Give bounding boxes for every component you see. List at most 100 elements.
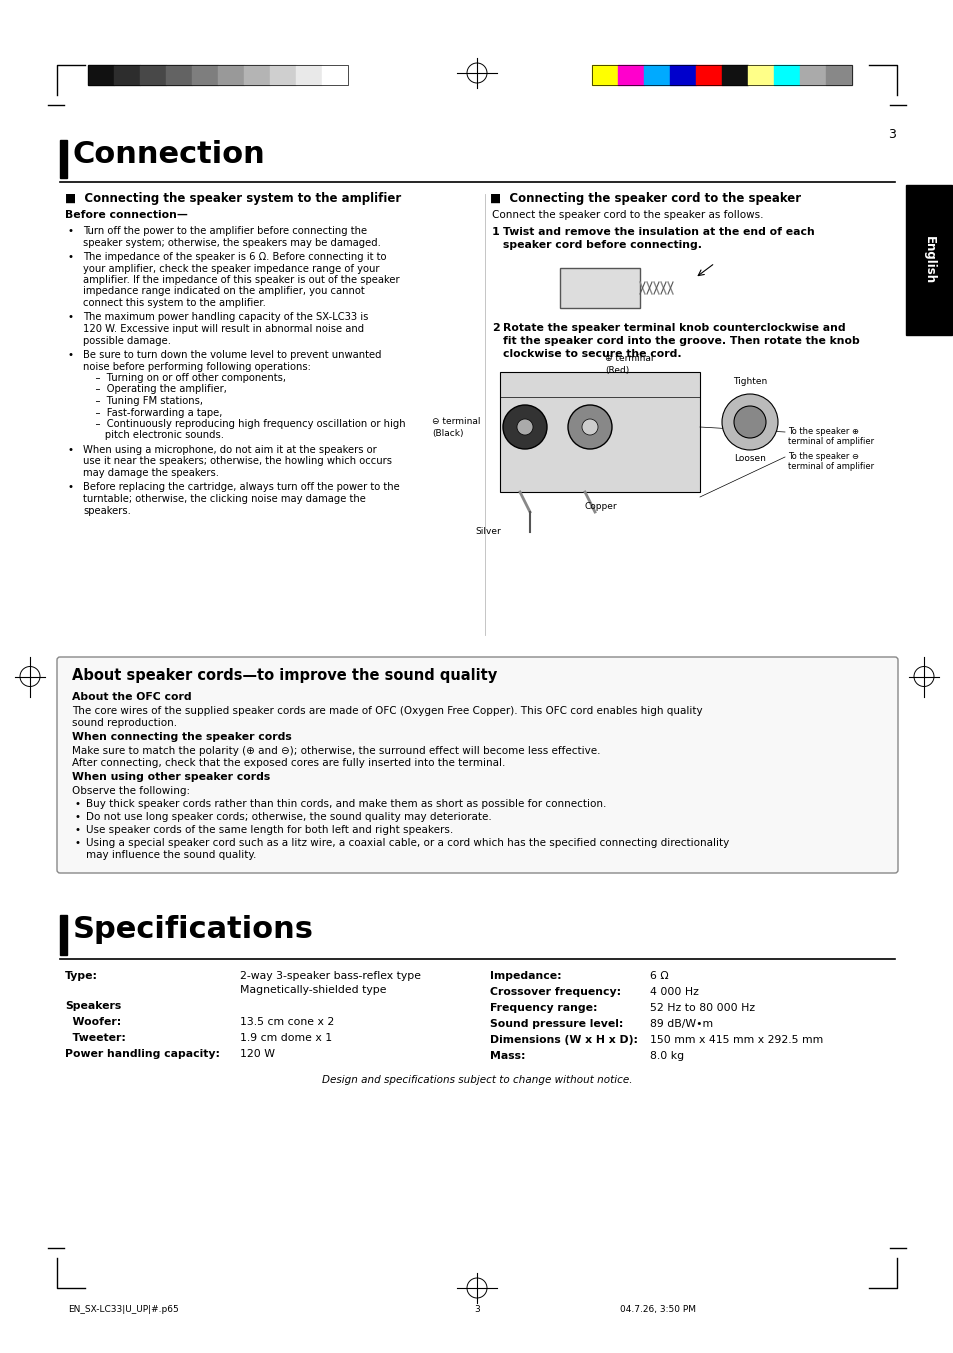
Text: The impedance of the speaker is 6 Ω. Before connecting it to: The impedance of the speaker is 6 Ω. Bef… [83, 252, 386, 262]
Text: 120 W. Excessive input will result in abnormal noise and: 120 W. Excessive input will result in ab… [83, 323, 364, 334]
Bar [218, 65, 244, 85]
Bar [270, 65, 295, 85]
Text: Tighten: Tighten [732, 377, 766, 386]
Text: 8.0 kg: 8.0 kg [649, 1051, 683, 1061]
Text: pitch electronic sounds.: pitch electronic sounds. [83, 430, 224, 441]
Text: use it near the speakers; otherwise, the howling which occurs: use it near the speakers; otherwise, the… [83, 456, 392, 467]
Text: connect this system to the amplifier.: connect this system to the amplifier. [83, 298, 266, 308]
Text: •: • [68, 313, 74, 322]
Text: (Red): (Red) [604, 367, 629, 375]
Text: Specifications: Specifications [73, 915, 314, 944]
Bar [295, 65, 322, 85]
Text: Magnetically-shielded type: Magnetically-shielded type [240, 985, 386, 996]
Bar [166, 65, 192, 85]
Text: Copper: Copper [584, 502, 617, 511]
Circle shape [517, 419, 533, 436]
Text: your amplifier, check the speaker impedance range of your: your amplifier, check the speaker impeda… [83, 264, 379, 273]
Text: Crossover frequency:: Crossover frequency: [490, 986, 620, 997]
Bar [747, 65, 773, 85]
Circle shape [721, 394, 778, 451]
Text: 2: 2 [492, 323, 499, 333]
Text: 3: 3 [474, 1306, 479, 1314]
Text: possible damage.: possible damage. [83, 336, 171, 345]
Text: Use speaker cords of the same length for both left and right speakers.: Use speaker cords of the same length for… [86, 825, 453, 835]
Text: Mass:: Mass: [490, 1051, 525, 1061]
Bar [773, 65, 800, 85]
Bar [559, 268, 639, 308]
Text: –  Turning on or off other components,: – Turning on or off other components, [83, 373, 286, 383]
Text: Tweeter:: Tweeter: [65, 1034, 126, 1043]
Text: The core wires of the supplied speaker cords are made of OFC (Oxygen Free Copper: The core wires of the supplied speaker c… [71, 706, 702, 728]
Text: •: • [75, 800, 81, 809]
Circle shape [502, 405, 546, 449]
Text: Connection: Connection [73, 139, 266, 169]
Text: –  Fast-forwarding a tape,: – Fast-forwarding a tape, [83, 407, 222, 418]
Text: •: • [68, 226, 74, 235]
Text: EN_SX-LC33|U_UP|#.p65: EN_SX-LC33|U_UP|#.p65 [68, 1306, 178, 1314]
Text: When using other speaker cords: When using other speaker cords [71, 773, 270, 782]
Text: The maximum power handling capacity of the SX-LC33 is: The maximum power handling capacity of t… [83, 313, 368, 322]
Bar [60, 915, 67, 955]
Bar [800, 65, 825, 85]
Text: fit the speaker cord into the groove. Then rotate the knob: fit the speaker cord into the groove. Th… [502, 336, 859, 346]
Text: Do not use long speaker cords; otherwise, the sound quality may deteriorate.: Do not use long speaker cords; otherwise… [86, 812, 491, 823]
Text: About speaker cords—to improve the sound quality: About speaker cords—to improve the sound… [71, 668, 497, 683]
Text: (Black): (Black) [432, 429, 463, 438]
Text: 1.9 cm dome x 1: 1.9 cm dome x 1 [240, 1034, 332, 1043]
Bar [825, 65, 851, 85]
Text: amplifier. If the impedance of this speaker is out of the speaker: amplifier. If the impedance of this spea… [83, 275, 399, 285]
Text: To the speaker ⊕: To the speaker ⊕ [787, 428, 858, 436]
Text: Dimensions (W x H x D):: Dimensions (W x H x D): [490, 1035, 638, 1045]
Text: Be sure to turn down the volume level to prevent unwanted: Be sure to turn down the volume level to… [83, 350, 381, 360]
Text: •: • [68, 350, 74, 360]
Text: •: • [75, 825, 81, 835]
Text: 89 dB/W•m: 89 dB/W•m [649, 1019, 713, 1030]
Text: –  Operating the amplifier,: – Operating the amplifier, [83, 384, 227, 395]
Text: 120 W: 120 W [240, 1050, 274, 1059]
Bar [113, 65, 140, 85]
Text: Woofer:: Woofer: [65, 1017, 121, 1027]
Text: Frequency range:: Frequency range: [490, 1003, 597, 1013]
Text: •: • [75, 838, 81, 848]
Circle shape [733, 406, 765, 438]
Text: speakers.: speakers. [83, 506, 131, 515]
Text: Before connection—: Before connection— [65, 210, 188, 221]
Text: To the speaker ⊖: To the speaker ⊖ [787, 452, 858, 461]
Text: 52 Hz to 80 000 Hz: 52 Hz to 80 000 Hz [649, 1003, 755, 1013]
Text: •: • [68, 483, 74, 492]
Text: When connecting the speaker cords: When connecting the speaker cords [71, 732, 292, 741]
Text: Make sure to match the polarity (⊕ and ⊖); otherwise, the surround effect will b: Make sure to match the polarity (⊕ and ⊖… [71, 746, 599, 767]
Text: ■  Connecting the speaker system to the amplifier: ■ Connecting the speaker system to the a… [65, 192, 401, 206]
Text: Connect the speaker cord to the speaker as follows.: Connect the speaker cord to the speaker … [492, 210, 762, 221]
Text: impedance range indicated on the amplifier, you cannot: impedance range indicated on the amplifi… [83, 287, 364, 296]
Bar [140, 65, 166, 85]
Text: About the OFC cord: About the OFC cord [71, 691, 192, 702]
Text: •: • [68, 252, 74, 262]
Text: 3: 3 [887, 129, 895, 141]
Circle shape [567, 405, 612, 449]
Text: Impedance:: Impedance: [490, 971, 561, 981]
Text: Power handling capacity:: Power handling capacity: [65, 1050, 220, 1059]
Bar [88, 65, 348, 85]
Text: –  Continuously reproducing high frequency oscillation or high: – Continuously reproducing high frequenc… [83, 419, 405, 429]
Text: ⊖ terminal: ⊖ terminal [432, 417, 480, 426]
Text: Turn off the power to the amplifier before connecting the: Turn off the power to the amplifier befo… [83, 226, 367, 235]
Bar [618, 65, 643, 85]
Text: ■  Connecting the speaker cord to the speaker: ■ Connecting the speaker cord to the spe… [490, 192, 801, 206]
Text: Design and specifications subject to change without notice.: Design and specifications subject to cha… [321, 1076, 632, 1085]
Text: Rotate the speaker terminal knob counterclockwise and: Rotate the speaker terminal knob counter… [502, 323, 844, 333]
Text: noise before performing following operations:: noise before performing following operat… [83, 361, 311, 372]
Text: terminal of amplifier: terminal of amplifier [787, 461, 873, 471]
Text: may damage the speakers.: may damage the speakers. [83, 468, 219, 478]
Text: 150 mm x 415 mm x 292.5 mm: 150 mm x 415 mm x 292.5 mm [649, 1035, 822, 1045]
Bar [192, 65, 218, 85]
Text: English: English [922, 235, 935, 284]
Bar [592, 65, 618, 85]
Text: 2-way 3-speaker bass-reflex type: 2-way 3-speaker bass-reflex type [240, 971, 420, 981]
Text: ⊕ terminal: ⊕ terminal [604, 354, 653, 363]
FancyBboxPatch shape [57, 658, 897, 873]
Text: terminal of amplifier: terminal of amplifier [787, 437, 873, 446]
Bar [696, 65, 721, 85]
Bar [905, 185, 951, 336]
Text: 04.7.26, 3:50 PM: 04.7.26, 3:50 PM [619, 1306, 696, 1314]
